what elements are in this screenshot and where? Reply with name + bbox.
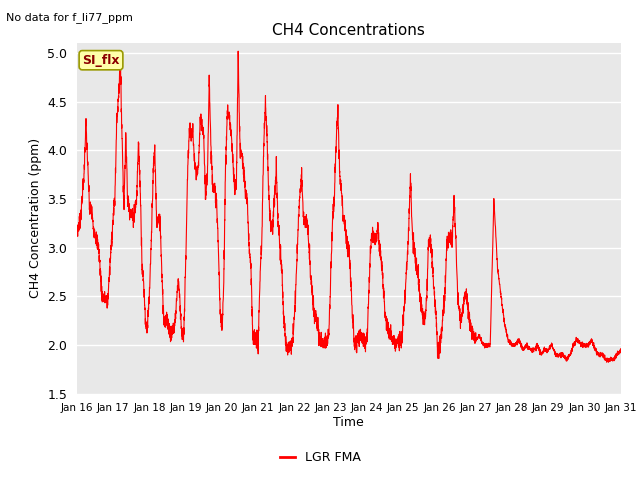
Y-axis label: CH4 Concentration (ppm): CH4 Concentration (ppm): [29, 138, 42, 299]
Text: SI_flx: SI_flx: [82, 54, 120, 67]
Text: No data for f_li77_ppm: No data for f_li77_ppm: [6, 12, 133, 23]
X-axis label: Time: Time: [333, 416, 364, 429]
Title: CH4 Concentrations: CH4 Concentrations: [273, 23, 425, 38]
Legend: LGR FMA: LGR FMA: [275, 446, 365, 469]
